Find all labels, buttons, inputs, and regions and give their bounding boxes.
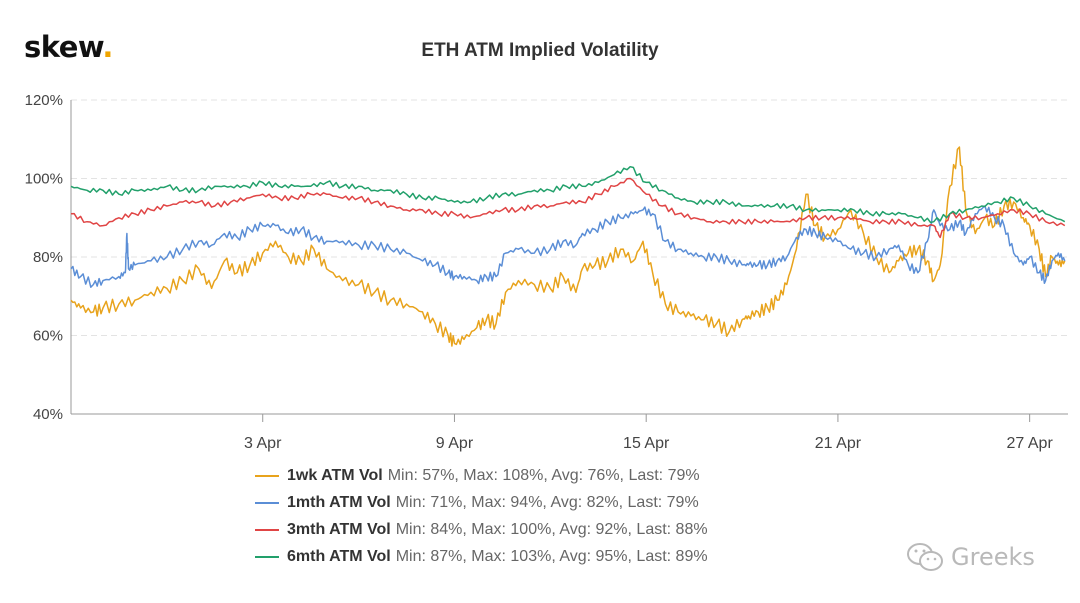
watermark-text: Greeks [951,543,1035,571]
y-tick-label: 60% [33,328,63,345]
series-line-1mth-atm-vol[interactable] [70,205,1066,288]
legend-item[interactable]: 6mth ATM Vol Min: 87%, Max: 103%, Avg: 9… [255,543,708,570]
logo-dot: . [102,30,113,64]
x-tick-label: 9 Apr [436,435,474,452]
legend-series-name: 6mth ATM Vol [287,547,391,565]
legend-item[interactable]: 1wk ATM Vol Min: 57%, Max: 108%, Avg: 76… [255,462,708,489]
legend-swatch [255,555,279,558]
x-tick-label: 21 Apr [815,435,862,452]
y-tick-label: 120% [25,92,63,109]
legend-series-name: 1wk ATM Vol [287,466,383,484]
greeks-watermark: Greeks [905,541,1035,573]
y-tick-label: 40% [33,406,63,423]
legend-swatch [255,528,279,531]
series-line-3mth-atm-vol[interactable] [70,177,1066,239]
legend-series-name: 3mth ATM Vol [287,520,391,538]
legend-series-stats: Min: 57%, Max: 108%, Avg: 76%, Last: 79% [387,466,700,484]
legend-series-name: 1mth ATM Vol [287,493,391,511]
y-tick-label: 100% [25,171,63,188]
ticks: 120% 100% 80% 60% 40% 3 Apr 9 Apr 15 Apr 21 Apr 2… [25,92,1054,452]
legend-swatch [255,501,279,504]
logo-text: skew [24,30,103,64]
legend-item[interactable]: 1mth ATM Vol Min: 71%, Max: 94%, Avg: 82… [255,489,708,516]
axes [70,100,1068,415]
chart-title: ETH ATM Implied Volatility [421,40,659,61]
legend-item[interactable]: 3mth ATM Vol Min: 84%, Max: 100%, Avg: 9… [255,516,708,543]
skew-logo: skew. [24,30,113,64]
legend-swatch [255,474,279,477]
y-tick-label: 80% [33,249,63,266]
wechat-icon [907,543,943,571]
legend-series-stats: Min: 71%, Max: 94%, Avg: 82%, Last: 79% [395,493,699,511]
x-tick-label: 3 Apr [244,435,282,452]
series-lines [70,146,1066,347]
x-tick-label: 15 Apr [623,435,670,452]
series-line-6mth-atm-vol[interactable] [70,165,1066,224]
series-line-1wk-atm-vol[interactable] [70,146,1066,347]
legend-series-stats: Min: 84%, Max: 100%, Avg: 92%, Last: 88% [395,520,708,538]
legend-series-stats: Min: 87%, Max: 103%, Avg: 95%, Last: 89% [395,547,708,565]
legend: 1wk ATM Vol Min: 57%, Max: 108%, Avg: 76… [255,462,708,570]
x-tick-label: 27 Apr [1007,435,1054,452]
